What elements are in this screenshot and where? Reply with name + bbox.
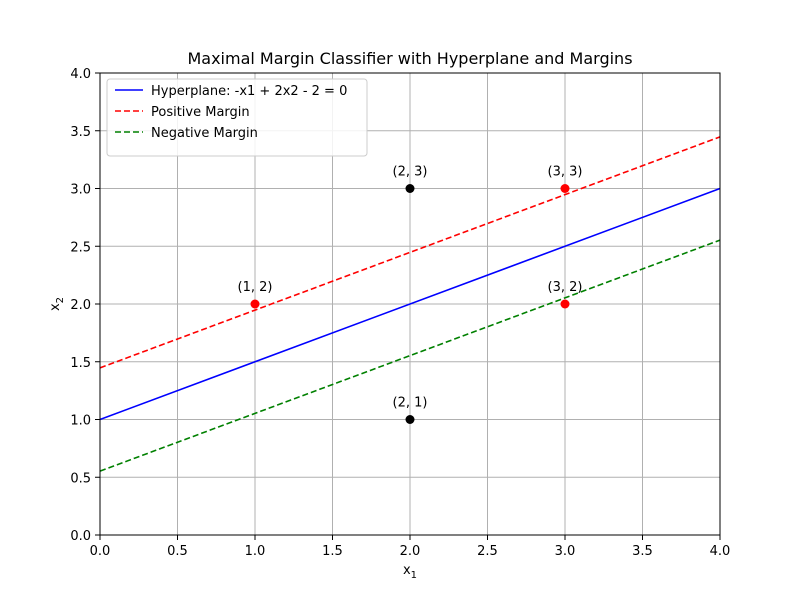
series-line-0 (99, 187, 721, 421)
y-tick-label: 3.0 (70, 183, 91, 198)
legend-label-2: Negative Margin (151, 126, 258, 141)
data-points (250, 184, 570, 424)
y-tick-label: 2.0 (70, 298, 91, 313)
x-tick-label: 2.0 (400, 544, 421, 559)
x-tick-label: 0.0 (90, 544, 111, 559)
chart-title: Maximal Margin Classifier with Hyperplan… (187, 49, 632, 68)
y-tick-label: 3.5 (70, 125, 91, 140)
y-axis-title-sub: 2 (55, 297, 66, 303)
x-axis-title-sub: 1 (411, 570, 417, 581)
x-tick-label: 0.5 (167, 544, 188, 559)
legend-label-1: Positive Margin (151, 105, 250, 120)
y-axis-title-base: x (48, 303, 63, 311)
x-tick-label: 3.0 (555, 544, 576, 559)
point-label: (1, 2) (238, 280, 273, 295)
legend: Hyperplane: -x1 + 2x2 - 2 = 0 Positive Ma… (106, 78, 368, 157)
legend-box (106, 78, 368, 157)
series-lines (99, 136, 721, 472)
data-point (250, 299, 260, 309)
x-tick-label: 4.0 (710, 544, 731, 559)
y-tick-label: 1.5 (70, 356, 91, 371)
point-label: (2, 3) (393, 165, 428, 180)
point-label: (3, 2) (548, 280, 583, 295)
point-label: (3, 3) (548, 165, 583, 180)
x-tick-label: 1.5 (322, 544, 343, 559)
y-tick-label: 1.0 (70, 414, 91, 429)
x-tick-label: 2.5 (477, 544, 498, 559)
data-point (560, 184, 570, 193)
data-point (560, 299, 570, 309)
point-label: (2, 1) (393, 396, 428, 411)
y-tick-label: 2.5 (70, 240, 91, 255)
series-line-2 (99, 239, 721, 472)
x-axis: 0.0 0.5 1.0 1.5 2.0 2.5 3.0 3.5 4.0 (90, 535, 731, 559)
legend-label-0: Hyperplane: -x1 + 2x2 - 2 = 0 (151, 84, 347, 99)
x-axis-title: x1 (403, 563, 417, 581)
x-tick-label: 1.0 (245, 544, 266, 559)
x-tick-label: 3.5 (632, 544, 653, 559)
y-tick-label: 0.5 (70, 471, 91, 486)
point-labels: (1, 2) (2, 3) (3, 3) (2, 1) (3, 2) (238, 165, 583, 411)
y-axis: 0.0 0.5 1.0 1.5 2.0 2.5 3.0 3.5 4.0 (70, 67, 100, 544)
y-axis-title: x2 (48, 297, 66, 311)
series-line-1 (99, 136, 721, 369)
data-point (405, 184, 415, 193)
x-axis-title-base: x (403, 563, 411, 578)
data-point (405, 415, 415, 424)
y-tick-label: 0.0 (70, 529, 91, 544)
y-tick-label: 4.0 (70, 67, 91, 82)
